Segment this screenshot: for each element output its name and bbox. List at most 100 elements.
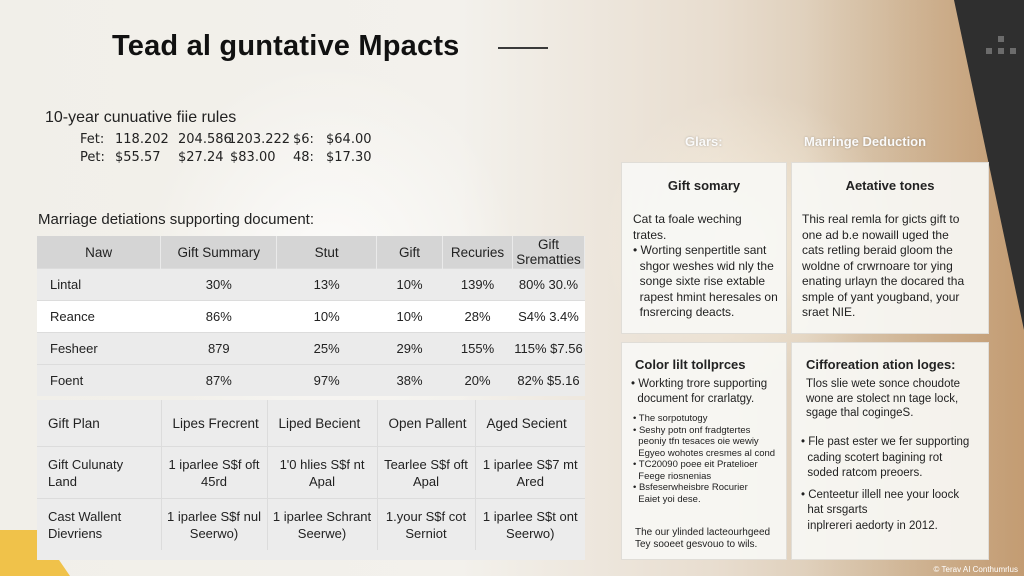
card-body: • Workting trore supporting document for… xyxy=(631,377,783,406)
right-col-header-marriage: Marringe Deduction xyxy=(804,134,927,149)
main-table: Naw Gift Summary Stut Gift Recuries Gift… xyxy=(37,236,586,396)
table-cell: Foent xyxy=(37,364,161,396)
card-line: sgage thal cogingeS. xyxy=(806,407,914,419)
table-cell: 82% $5.16 xyxy=(512,364,585,396)
table-cell: 13% xyxy=(276,268,377,301)
card-title: Cifforeation ation loges: xyxy=(806,357,956,372)
card-line: • Worting senpertitle sant xyxy=(633,243,767,257)
column-header[interactable]: Open Pallent xyxy=(377,400,476,447)
table-cell: Lintal xyxy=(37,268,161,301)
cumulative-cell: $64.00 xyxy=(326,132,372,147)
table-cell: 30% xyxy=(160,268,277,301)
card-line: • Workting trore supporting xyxy=(631,378,768,390)
column-header[interactable]: Liped Becient xyxy=(267,400,378,447)
table-cell: 80% 30.% xyxy=(512,268,585,301)
table-header-row: Naw Gift Summary Stut Gift Recuries Gift… xyxy=(37,236,586,269)
card-line: sraet NIE. xyxy=(802,305,856,319)
right-col-header-glars: Glars: xyxy=(685,134,723,149)
table-cell: Cast Wallent Dievriens xyxy=(37,498,162,550)
card-cifforeation: Cifforeation ation loges: Tlos slie wete… xyxy=(791,342,989,560)
card-body: Tlos slie wete sonce choudote wone are s… xyxy=(806,377,986,421)
card-title: Aetative tones xyxy=(845,178,935,193)
card-line: cading scotert bagining rot xyxy=(801,451,943,464)
table-row[interactable]: Fesheer 879 25% 29% 155% 115% $7.56 xyxy=(37,332,585,365)
table-cell: 38% xyxy=(376,364,443,396)
image-credit: © Terav AI Conthumrlus xyxy=(933,565,1018,574)
table-cell: 1 iparlee Schrant Seerwe) xyxy=(267,498,378,550)
card-line: Egyeo wohotes cresmes al cond xyxy=(633,447,776,459)
card-line: Eaiet yoi dese. xyxy=(633,493,701,505)
card-gift-summary: Gift somary Cat ta foale weching trates.… xyxy=(621,162,787,334)
page-title: Tead al guntative Mpacts xyxy=(112,30,460,62)
card-line: hat srsgarts xyxy=(801,504,868,516)
cumulative-cell: $17.30 xyxy=(326,150,372,165)
table-row[interactable]: Foent 87% 97% 38% 20% 82% $5.16 xyxy=(37,364,585,396)
table-cell: S4% 3.4% xyxy=(512,300,585,333)
table-cell: 25% xyxy=(276,332,377,365)
card-line: • TC20090 poee eit Pratelioer xyxy=(633,459,758,470)
table-cell: 1 iparlee S$f oft 45rd xyxy=(161,446,268,499)
cumulative-cell: Fet: xyxy=(80,132,105,147)
column-header[interactable]: Gift Summary xyxy=(160,236,278,269)
column-header[interactable]: Gift Plan xyxy=(37,400,162,447)
card-line: • Centeetur illell nee your loock xyxy=(801,488,960,501)
table-cell: 1.your S$f cot Serniot xyxy=(377,498,476,550)
table-cell: 879 xyxy=(160,332,277,365)
plan-table-panel: Gift Plan Lipes Frecrent Liped Becient O… xyxy=(37,400,585,560)
plan-table: Gift Plan Lipes Frecrent Liped Becient O… xyxy=(37,400,585,550)
cumulative-cell: $83.00 xyxy=(230,150,276,165)
card-line: shgor weshes wid nly the xyxy=(633,258,774,273)
card-line: wone are stolect nn tage lock, xyxy=(806,392,959,405)
card-line: document for crarlatgy. xyxy=(631,392,755,405)
title-rule xyxy=(498,47,548,49)
table-row[interactable]: Reance 86% 10% 10% 28% S4% 3.4% xyxy=(37,300,585,333)
card-line: inplrereri aedorty in 2012. xyxy=(801,519,938,532)
table-cell: 139% xyxy=(442,268,513,301)
table-cell: 20% xyxy=(442,364,513,396)
grid-dots-icon xyxy=(986,36,1016,66)
column-header[interactable]: Aged Secient xyxy=(486,415,567,431)
card-line: songe sixte rise extable xyxy=(633,274,766,288)
table-cell: 1 iparlee S$f nul Seerwo) xyxy=(161,498,268,550)
card-line: one ad b.e nowaill uged the xyxy=(802,227,949,242)
card-line: • The sorpotutogy xyxy=(633,413,708,424)
card-line: woldne of crwrnoare tor ying xyxy=(802,258,953,273)
card-body: This real remla for gicts gift to one ad… xyxy=(802,212,986,321)
column-header[interactable]: Gift xyxy=(376,236,444,269)
table-row[interactable]: Cast Wallent Dievriens 1 iparlee S$f nul S… xyxy=(37,498,585,550)
cumulative-heading: 10-year cunuative fiie rules xyxy=(45,109,237,126)
column-header[interactable]: Stut xyxy=(276,236,378,269)
cumulative-cell: Pet: xyxy=(80,150,105,165)
column-header[interactable]: Lipes Frecrent xyxy=(161,400,268,447)
table-cell: 87% xyxy=(160,364,277,396)
table-cell: Fesheer xyxy=(37,332,161,365)
card-line: • Seshy potn onf fradgtertes xyxy=(633,424,751,436)
card-line: • Bsfeserwheisbre Rocurier xyxy=(633,482,748,493)
table-cell: 1 iparlee S$7 mt Ared xyxy=(475,446,585,499)
card-bullets: • Fle past ester we fer supporting cadin… xyxy=(801,435,985,534)
table-row[interactable]: Lintal 30% 13% 10% 139% 80% 30.% xyxy=(37,268,585,301)
card-relative-tones: Aetative tones This real remla for gicts… xyxy=(791,162,989,334)
card-line: cats retling beraid gloom the xyxy=(802,243,953,257)
card-body: Cat ta foale weching trates. • Worting s… xyxy=(633,212,783,321)
table-cell: 155% xyxy=(442,332,513,365)
table-header-row: Gift Plan Lipes Frecrent Liped Becient O… xyxy=(37,400,585,447)
table-cell: 1'0 hlies S$f nt Apal xyxy=(267,446,378,499)
card-line: peoniy tfn tesaces oie wewiy xyxy=(633,436,759,447)
card-line: The our ylinded lacteourhgeed xyxy=(635,527,771,538)
card-color-list: Color lilt tollprces • Workting trore su… xyxy=(621,342,787,560)
table-row[interactable]: Gift Culunaty Land 1 iparlee S$f oft 45rd … xyxy=(37,446,585,499)
column-header[interactable]: Gift Srematties xyxy=(512,236,586,269)
card-line: enating urlayn the docared tha xyxy=(802,274,965,288)
card-line: fnsrercing deacts. xyxy=(633,305,735,319)
cumulative-cell: 204.586 xyxy=(178,132,232,147)
column-header[interactable]: Naw xyxy=(37,236,162,269)
cumulative-cell: $27.24 xyxy=(178,150,224,165)
card-title: Color lilt tollprces xyxy=(635,357,746,372)
table-cell: Reance xyxy=(37,300,161,333)
table-cell: 29% xyxy=(376,332,443,365)
card-line: soded ratcom preoers. xyxy=(801,467,923,479)
column-header[interactable]: Recuries xyxy=(442,236,513,269)
table-cell: 10% xyxy=(276,300,377,333)
table-cell: 10% xyxy=(376,300,443,333)
